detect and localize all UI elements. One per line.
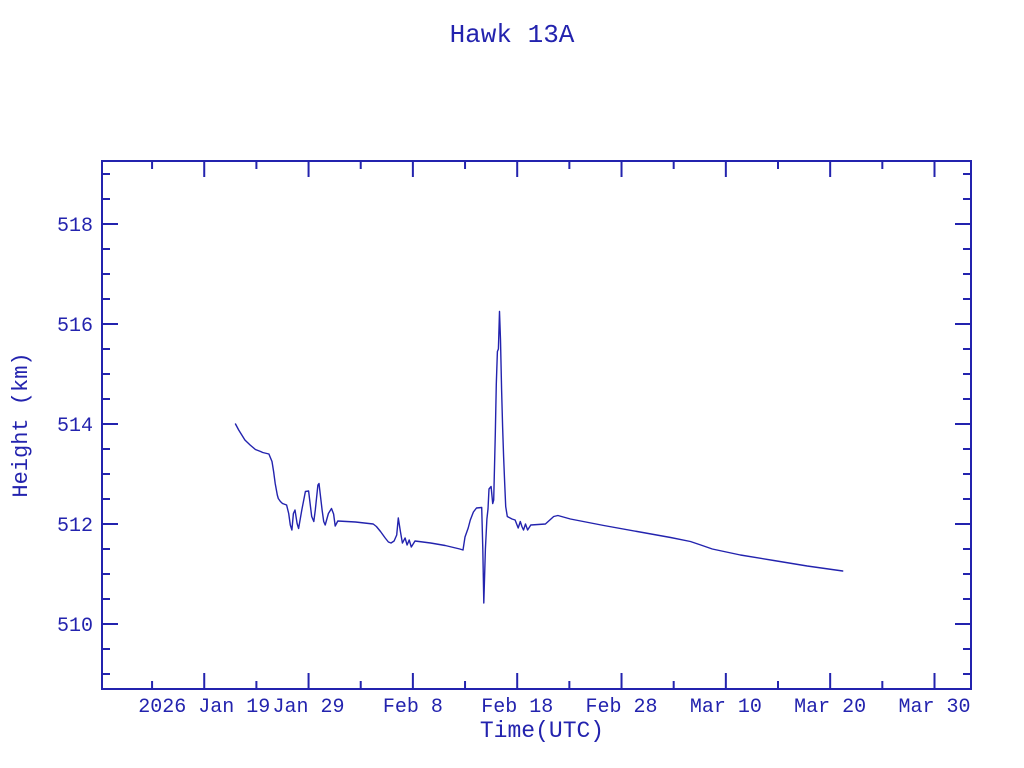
x-tick-label: Feb 18 xyxy=(481,696,553,719)
x-axis-title: Time(UTC) xyxy=(480,718,604,744)
x-tick-label: Mar 30 xyxy=(898,696,970,719)
y-axis-title: Height (km) xyxy=(9,352,34,497)
y-tick-label: 510 xyxy=(57,615,93,638)
x-tick-label: Feb 28 xyxy=(586,696,658,719)
axis-ticks xyxy=(102,161,971,689)
y-tick-label: 514 xyxy=(57,415,93,438)
y-tick-label: 516 xyxy=(57,315,93,338)
x-tick-label: Mar 20 xyxy=(794,696,866,719)
plot-frame xyxy=(101,160,972,690)
y-tick-label: 518 xyxy=(57,215,93,238)
height-series-line xyxy=(234,310,844,604)
x-tick-label: Mar 10 xyxy=(690,696,762,719)
x-tick-label: Jan 29 xyxy=(273,696,345,719)
y-tick-label: 512 xyxy=(57,515,93,538)
x-tick-label: Feb 8 xyxy=(383,696,443,719)
x-tick-label: 2026 Jan 19 xyxy=(138,696,270,719)
axis-tick-labels: 2026 Jan 19 Jan 29 Feb 8 Feb 18 Feb 28 Mar 10… xyxy=(57,215,971,719)
chart-title: Hawk 13A xyxy=(450,20,575,50)
